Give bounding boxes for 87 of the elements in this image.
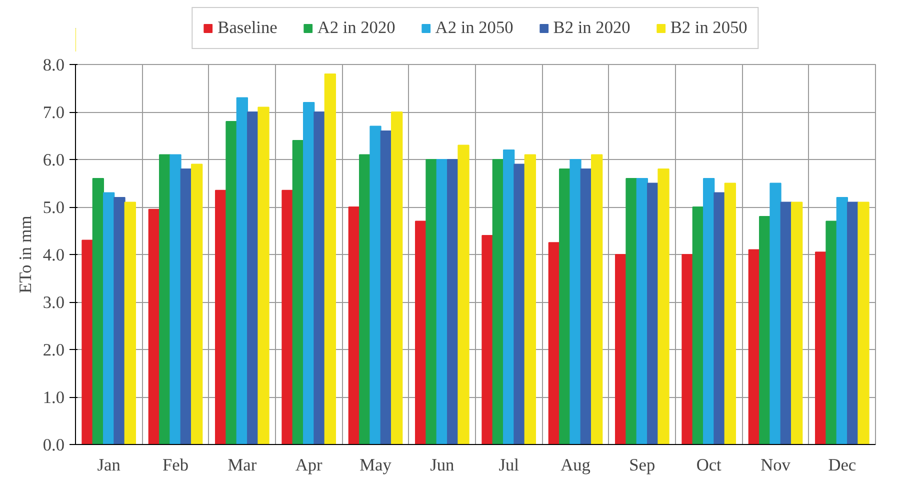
- bar: [447, 159, 459, 444]
- bar: [703, 178, 715, 444]
- bar: [380, 130, 392, 444]
- y-tick-label: 1.0: [42, 388, 65, 407]
- bar: [724, 182, 736, 444]
- bar: [303, 102, 315, 444]
- y-tick-label: 3.0: [42, 293, 65, 312]
- bar: [492, 159, 504, 444]
- bar: [215, 190, 227, 444]
- y-tick-label: 7.0: [42, 103, 65, 122]
- bar: [180, 168, 192, 444]
- bar: [103, 192, 115, 444]
- bar: [415, 220, 427, 444]
- x-tick-label: Sep: [629, 456, 656, 474]
- y-tick-label: 0.0: [42, 436, 65, 454]
- bar: [314, 112, 326, 444]
- bar: [324, 74, 336, 444]
- x-tick-label: Feb: [162, 456, 189, 474]
- y-axis-title: ETo in mm: [16, 215, 35, 294]
- bar: [282, 190, 294, 444]
- bar: [580, 168, 592, 444]
- bar: [548, 242, 560, 444]
- bar: [359, 154, 371, 444]
- bar: [559, 168, 571, 444]
- bar: [236, 97, 248, 444]
- y-tick-label: 6.0: [42, 150, 65, 170]
- bar: [258, 106, 270, 444]
- bar: [148, 208, 160, 444]
- bar: [114, 197, 126, 444]
- bar: [570, 159, 582, 444]
- bar: [714, 192, 726, 444]
- bar: [292, 140, 304, 444]
- bar: [791, 202, 803, 444]
- bar: [247, 112, 259, 444]
- bar: [826, 220, 838, 444]
- bar: [636, 178, 648, 444]
- legend-label: A2 in 2050: [435, 18, 514, 38]
- x-tick-label: Jul: [498, 456, 520, 474]
- bar: [692, 206, 704, 444]
- bar: [159, 154, 171, 444]
- bar: [591, 154, 603, 444]
- bar: [647, 182, 659, 444]
- x-tick-label: Dec: [828, 456, 856, 474]
- bar: [615, 254, 627, 444]
- y-tick-label: 5.0: [42, 198, 65, 217]
- y-tick-label: 4.0: [42, 246, 65, 264]
- x-tick-label: Oct: [696, 456, 722, 474]
- bar: [658, 168, 670, 444]
- bar: [426, 159, 438, 444]
- x-tick-label: Jun: [430, 456, 455, 474]
- legend-label: A2 in 2020: [317, 18, 396, 38]
- x-tick-label: May: [360, 456, 392, 474]
- bar: [391, 112, 403, 444]
- bar: [815, 252, 827, 444]
- bar: [458, 144, 470, 444]
- bar: [92, 178, 104, 444]
- bar: [514, 164, 526, 444]
- bar: [482, 235, 494, 444]
- bar: [626, 178, 638, 444]
- bar: [370, 126, 382, 444]
- bar: [858, 202, 870, 444]
- bar: [682, 254, 694, 444]
- legend-label: B2 in 2050: [670, 18, 748, 38]
- legend-label: B2 in 2020: [553, 18, 630, 38]
- bar: [770, 182, 782, 444]
- x-tick-label: Nov: [760, 456, 791, 474]
- y-tick-label: 2.0: [42, 340, 65, 360]
- y-tick-label: 8.0: [42, 56, 65, 74]
- bar: [503, 150, 515, 444]
- bar: [170, 154, 182, 444]
- bar: [348, 206, 360, 444]
- x-tick-label: Mar: [228, 456, 257, 474]
- bar: [759, 216, 771, 444]
- bar: [748, 249, 760, 444]
- bar: [836, 197, 848, 444]
- bar: [436, 159, 448, 444]
- bar: [524, 154, 536, 444]
- bar: [191, 164, 203, 444]
- bar: [780, 202, 792, 444]
- bar: [226, 121, 238, 444]
- x-tick-label: Apr: [295, 456, 323, 474]
- bar: [124, 202, 136, 444]
- bar: [82, 240, 94, 444]
- x-tick-label: Aug: [560, 456, 591, 474]
- bar: [847, 202, 859, 444]
- legend-label: Baseline: [218, 18, 278, 38]
- x-tick-label: Jan: [97, 456, 121, 474]
